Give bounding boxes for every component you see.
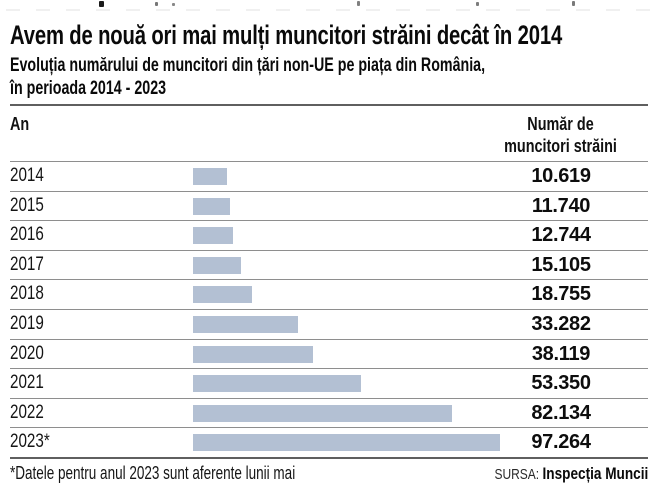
cropped-text-remnant (0, 0, 658, 12)
column-header-value-line1: Număr de (527, 114, 595, 134)
table-row: 2018 18.755 (10, 279, 648, 309)
value-label: 33.282 (531, 312, 591, 335)
chart-subtitle: Evoluția numărului de muncitori din țări… (10, 54, 643, 100)
value-label: 97.264 (531, 431, 591, 454)
year-label-text: 2019 (10, 312, 44, 334)
page-title: Avem de nouă ori mai mulți muncitori str… (10, 20, 658, 50)
value-label: 11.740 (531, 194, 591, 217)
year-label-text: 2022 (10, 401, 44, 423)
footnote: *Datele pentru anul 2023 sunt aferente l… (10, 461, 390, 485)
table-row: 2022 82.134 (10, 397, 648, 428)
value-label: 10.619 (531, 165, 591, 187)
table-header: An Număr de muncitori străini (10, 106, 648, 161)
column-header-value: Număr de muncitori străini (474, 113, 648, 157)
source-label: SURSA: (494, 466, 539, 483)
value-bar (193, 404, 453, 422)
source-name: Inspecția Muncii (542, 464, 648, 483)
chart-footer: *Datele pentru anul 2023 sunt aferente l… (10, 461, 648, 487)
table-row: 2021 53.350 (10, 368, 648, 398)
source-credit-text: SURSA: Inspecția Muncii (494, 462, 648, 486)
table-row: 2016 12.744 (10, 220, 648, 250)
year-label-text: 2023* (10, 431, 50, 453)
table-row: 2017 15.105 (10, 249, 648, 280)
year-label: 2018 (10, 280, 52, 309)
value-label: 12.744 (531, 224, 591, 247)
year-label: 2015 (10, 192, 52, 221)
table-row: 2014 10.619 (10, 161, 648, 191)
value-label: 18.755 (531, 283, 591, 306)
table-row: 2015 11.740 (10, 190, 648, 221)
year-label-text: 2018 (10, 283, 44, 305)
data-table: An Număr de muncitori străini 2014 10.61… (10, 104, 648, 459)
value-bar (193, 197, 231, 215)
year-label: 2020 (10, 340, 52, 369)
value-bar (193, 375, 362, 393)
column-header-value-line2: muncitori străini (504, 136, 618, 156)
table-row: 2019 33.282 (10, 308, 648, 339)
value-bar (193, 345, 314, 363)
column-header-year: An (10, 113, 34, 135)
source-credit: SURSA: Inspecția Muncii (456, 462, 648, 486)
year-label-text: 2016 (10, 224, 44, 246)
value-label: 53.350 (531, 372, 591, 395)
value-bar (193, 286, 253, 304)
footnote-text: *Datele pentru anul 2023 sunt aferente l… (10, 463, 296, 483)
chart-subtitle-line1: Evoluția numărului de muncitori din țări… (10, 55, 486, 76)
year-label: 2022 (10, 399, 52, 428)
table-body: 2014 10.619 2015 11.740 2016 12.744 2017… (10, 161, 648, 457)
year-label: 2017 (10, 251, 52, 280)
table-row: 2023* 97.264 (10, 427, 648, 457)
column-header-year-text: An (10, 114, 30, 134)
year-label-text: 2017 (10, 253, 44, 275)
year-label-text: 2020 (10, 342, 44, 364)
year-label: 2021 (10, 369, 52, 398)
value-bar (193, 256, 241, 274)
year-label: 2023* (10, 428, 60, 457)
value-bar (193, 315, 298, 333)
value-bar (193, 434, 500, 452)
page-title-text: Avem de nouă ori mai mulți muncitori str… (10, 20, 563, 50)
year-label-text: 2021 (10, 372, 44, 394)
year-label: 2014 (10, 162, 52, 191)
year-label-text: 2015 (10, 194, 44, 216)
year-label: 2019 (10, 310, 52, 339)
year-label: 2016 (10, 221, 52, 250)
value-bar (193, 227, 234, 245)
table-row: 2020 38.119 (10, 338, 648, 369)
chart-subtitle-line2: în perioada 2014 - 2023 (10, 78, 167, 99)
value-label: 38.119 (531, 342, 591, 365)
value-label: 82.134 (531, 401, 591, 424)
value-label: 15.105 (531, 253, 591, 276)
year-label-text: 2014 (10, 165, 44, 186)
value-bar (193, 168, 227, 185)
